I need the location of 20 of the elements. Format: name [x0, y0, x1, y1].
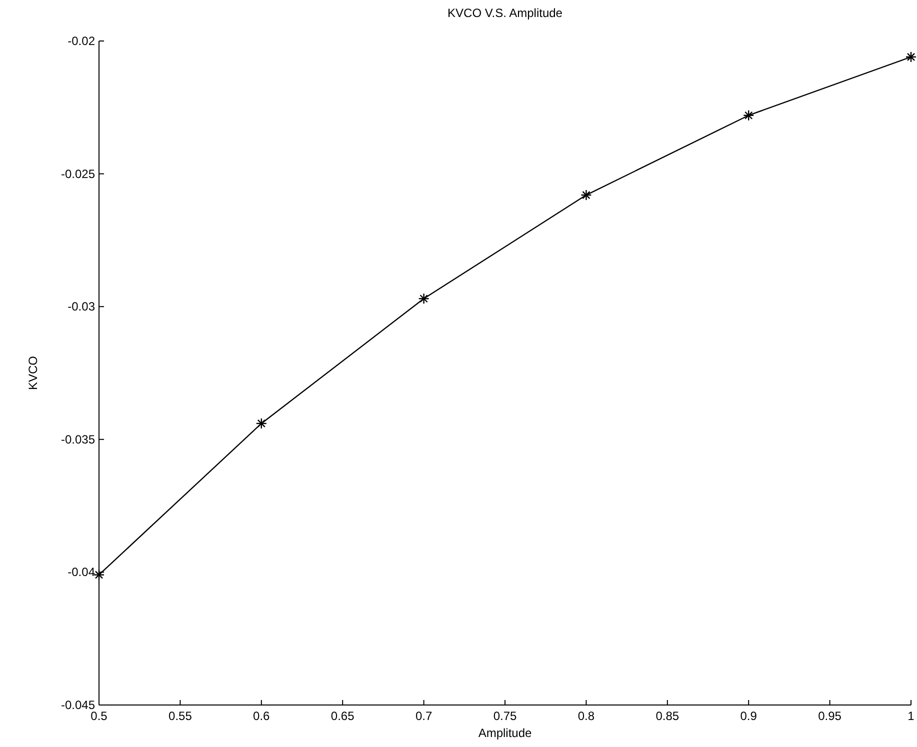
x-tick-label: 0.9 — [740, 709, 758, 723]
y-tick-label: -0.02 — [68, 34, 96, 48]
x-tick-label: 0.85 — [656, 709, 680, 723]
y-tick-label: -0.035 — [60, 432, 96, 446]
y-tick-label: -0.025 — [60, 166, 96, 181]
y-tick-label: -0.03 — [68, 300, 96, 314]
chart-title: KVCO V.S. Amplitude — [448, 6, 563, 20]
x-tick-label: 0.95 — [818, 709, 842, 723]
y-tick-label: -0.045 — [60, 698, 96, 712]
y-tick-label: -0.04 — [68, 565, 96, 580]
x-tick-label: 0.65 — [330, 709, 355, 723]
y-axis-title: KVCO — [26, 356, 40, 390]
x-tick-label: 0.8 — [578, 709, 595, 723]
x-tick-label: 1 — [908, 709, 915, 723]
x-tick-label: 0.6 — [253, 709, 270, 723]
x-tick-label: 0.55 — [168, 709, 192, 723]
x-axis-title: Amplitude — [478, 726, 532, 740]
x-tick-label: 0.75 — [493, 709, 517, 723]
x-tick-label: 0.7 — [415, 709, 432, 723]
x-tick-label: 0.5 — [90, 709, 108, 723]
